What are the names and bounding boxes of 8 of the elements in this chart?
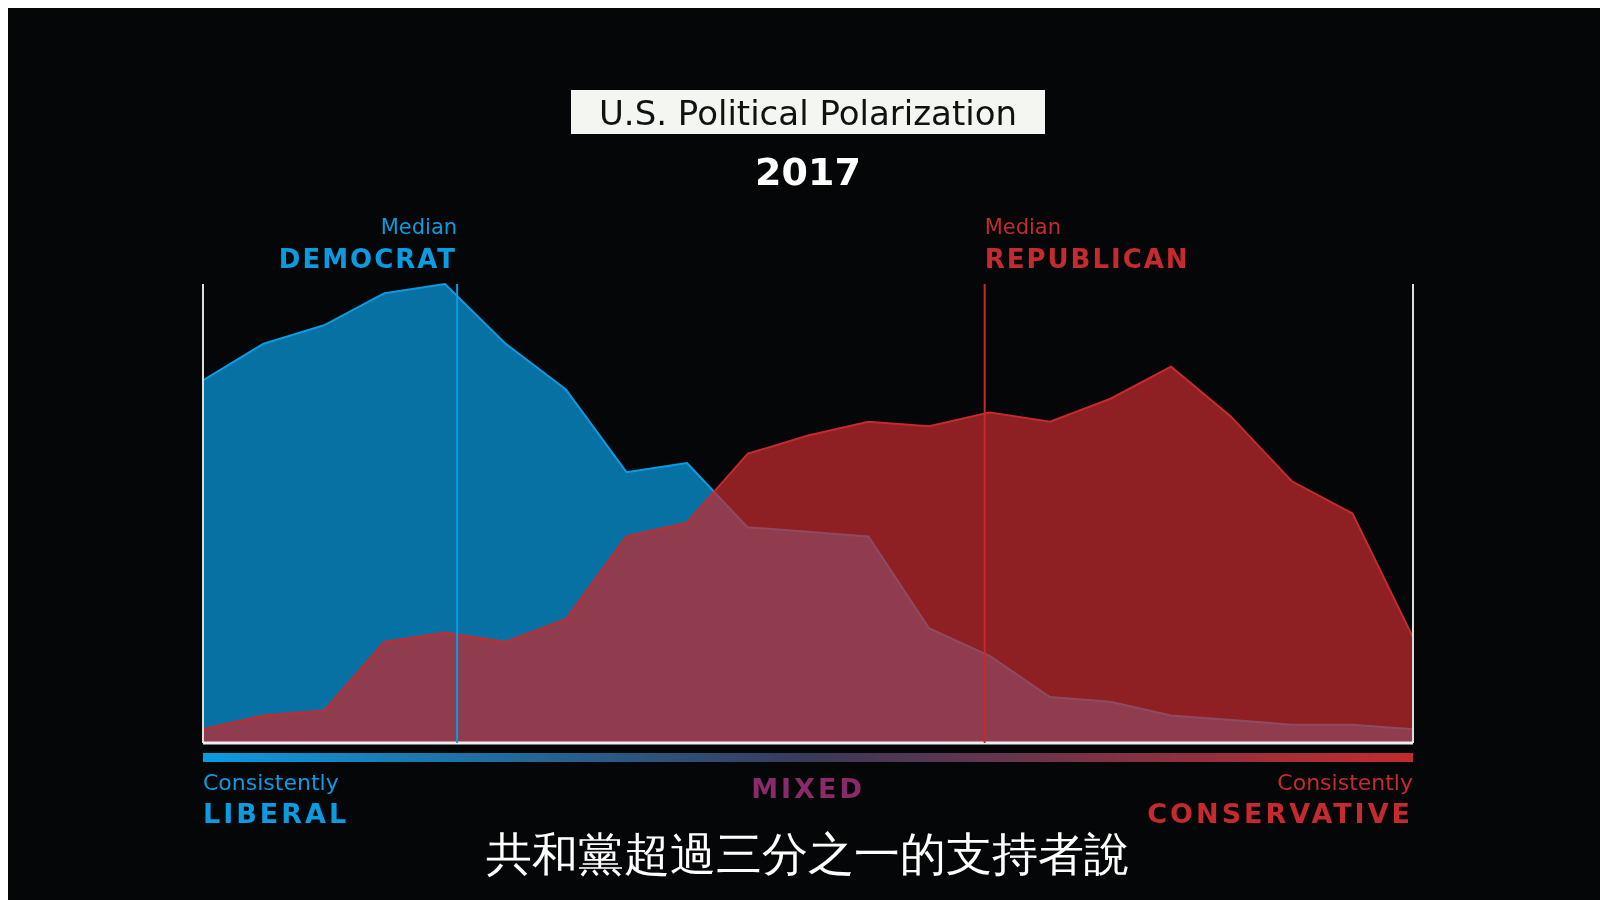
text: MIXED — [751, 773, 865, 804]
text: Median DEMOCRAT — [278, 215, 458, 274]
text: 共和黨超過三分之一的支持者說 — [486, 827, 1130, 881]
text: Consistently LIBERAL — [203, 770, 350, 829]
chart-title: U.S. Political Polarization — [598, 93, 1018, 133]
text: Median REPUBLICAN — [984, 215, 1190, 274]
chart-subtitle: 2017 — [755, 150, 861, 194]
text: Consistently CONSERVATIVE — [1147, 770, 1413, 829]
